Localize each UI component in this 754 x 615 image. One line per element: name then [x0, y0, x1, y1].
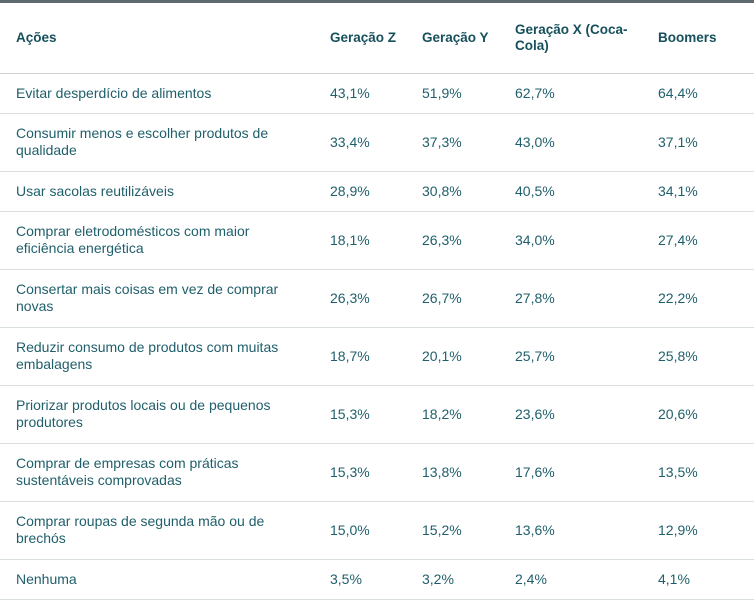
action-cell: Comprar roupas de segunda mão ou de brec…: [0, 501, 322, 560]
action-cell: Consertar mais coisas em vez de comprar …: [0, 269, 322, 328]
boomers-cell: 25,8%: [650, 327, 754, 386]
geracao-x-cell: 40,5%: [507, 171, 650, 212]
geracao-y-cell: 26,3%: [414, 211, 507, 270]
geracao-x-cell: 2,4%: [507, 559, 650, 600]
action-cell: Nenhuma: [0, 559, 322, 600]
table-body: Evitar desperdício de alimentos 43,1% 51…: [0, 73, 754, 600]
geracao-y-cell: 15,2%: [414, 501, 507, 560]
boomers-cell: 37,1%: [650, 113, 754, 172]
header-geracao-z: Geração Z: [322, 3, 414, 74]
geracao-y-cell: 3,2%: [414, 559, 507, 600]
table-row: Reduzir consumo de produtos com muitas e…: [0, 327, 754, 386]
top-rule: [0, 0, 754, 3]
boomers-cell: 20,6%: [650, 385, 754, 444]
geracao-z-cell: 15,3%: [322, 443, 414, 502]
geracao-x-cell: 43,0%: [507, 113, 650, 172]
table-row: Evitar desperdício de alimentos 43,1% 51…: [0, 73, 754, 114]
geracao-x-cell: 25,7%: [507, 327, 650, 386]
geracao-y-cell: 51,9%: [414, 73, 507, 114]
geracao-x-cell: 17,6%: [507, 443, 650, 502]
table-row: Consertar mais coisas em vez de comprar …: [0, 269, 754, 328]
geracao-z-cell: 43,1%: [322, 73, 414, 114]
action-cell: Priorizar produtos locais ou de pequenos…: [0, 385, 322, 444]
action-cell: Comprar de empresas com práticas sustent…: [0, 443, 322, 502]
geracao-z-cell: 3,5%: [322, 559, 414, 600]
action-cell: Usar sacolas reutilizáveis: [0, 171, 322, 212]
boomers-cell: 64,4%: [650, 73, 754, 114]
action-cell: Comprar eletrodomésticos com maior efici…: [0, 211, 322, 270]
geracao-z-cell: 28,9%: [322, 171, 414, 212]
table-row: Comprar de empresas com práticas sustent…: [0, 443, 754, 502]
table-row: Comprar eletrodomésticos com maior efici…: [0, 211, 754, 270]
geracao-y-cell: 13,8%: [414, 443, 507, 502]
geracao-y-cell: 30,8%: [414, 171, 507, 212]
geracao-z-cell: 33,4%: [322, 113, 414, 172]
generations-actions-table: Ações Geração Z Geração Y Geração X (Coc…: [0, 3, 754, 600]
geracao-z-cell: 26,3%: [322, 269, 414, 328]
table-row: Consumir menos e escolher produtos de qu…: [0, 113, 754, 172]
table-header: Ações Geração Z Geração Y Geração X (Coc…: [0, 3, 754, 74]
geracao-y-cell: 26,7%: [414, 269, 507, 328]
geracao-x-cell: 62,7%: [507, 73, 650, 114]
header-geracao-y: Geração Y: [414, 3, 507, 74]
geracao-z-cell: 15,3%: [322, 385, 414, 444]
boomers-cell: 22,2%: [650, 269, 754, 328]
geracao-y-cell: 20,1%: [414, 327, 507, 386]
geracao-x-cell: 13,6%: [507, 501, 650, 560]
header-boomers: Boomers: [650, 3, 754, 74]
table-row: Comprar roupas de segunda mão ou de brec…: [0, 501, 754, 560]
header-acoes: Ações: [0, 3, 322, 74]
geracao-y-cell: 18,2%: [414, 385, 507, 444]
header-geracao-x: Geração X (Coca-Cola): [507, 3, 650, 74]
boomers-cell: 34,1%: [650, 171, 754, 212]
action-cell: Evitar desperdício de alimentos: [0, 73, 322, 114]
boomers-cell: 13,5%: [650, 443, 754, 502]
geracao-z-cell: 18,1%: [322, 211, 414, 270]
action-cell: Consumir menos e escolher produtos de qu…: [0, 113, 322, 172]
geracao-z-cell: 18,7%: [322, 327, 414, 386]
geracao-x-cell: 23,6%: [507, 385, 650, 444]
geracao-x-cell: 34,0%: [507, 211, 650, 270]
boomers-cell: 12,9%: [650, 501, 754, 560]
header-row: Ações Geração Z Geração Y Geração X (Coc…: [0, 3, 754, 74]
table-row: Nenhuma 3,5% 3,2% 2,4% 4,1%: [0, 559, 754, 600]
action-cell: Reduzir consumo de produtos com muitas e…: [0, 327, 322, 386]
geracao-x-cell: 27,8%: [507, 269, 650, 328]
boomers-cell: 4,1%: [650, 559, 754, 600]
geracao-y-cell: 37,3%: [414, 113, 507, 172]
table-row: Priorizar produtos locais ou de pequenos…: [0, 385, 754, 444]
boomers-cell: 27,4%: [650, 211, 754, 270]
geracao-z-cell: 15,0%: [322, 501, 414, 560]
table-row: Usar sacolas reutilizáveis 28,9% 30,8% 4…: [0, 171, 754, 212]
